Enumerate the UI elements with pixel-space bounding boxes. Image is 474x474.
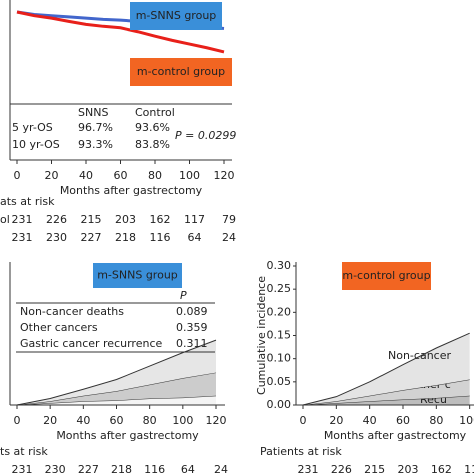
table-cell: 0.359	[176, 321, 208, 334]
y-axis-label: Cumulative incidence	[255, 276, 268, 395]
risk-count: 231	[12, 463, 33, 474]
risk-count: 218	[115, 231, 136, 244]
risk-count: 116	[144, 463, 165, 474]
x-tick-label: 20	[43, 414, 57, 427]
table-header: SNNS	[78, 106, 108, 119]
y-tick-label: 0.00	[267, 398, 292, 411]
legend-box	[130, 2, 222, 30]
y-tick-label: 0.25	[267, 282, 292, 295]
x-tick-label: 120	[214, 169, 235, 182]
risk-count: 79	[222, 213, 236, 226]
table-header: P	[180, 289, 187, 302]
x-tick-label: 40	[363, 414, 377, 427]
x-tick-label: 40	[76, 414, 90, 427]
x-tick-label: 100	[459, 414, 474, 427]
x-tick-label: 100	[172, 414, 193, 427]
chart-title: m-control group	[342, 269, 430, 282]
x-tick-label: 40	[79, 169, 93, 182]
table-cell: 0.089	[176, 305, 208, 318]
x-tick-label: 0	[300, 414, 307, 427]
x-tick-label: 120	[206, 414, 227, 427]
band-fill	[17, 372, 216, 405]
table-cell: 96.7%	[78, 121, 113, 134]
y-tick-label: 0.30	[267, 259, 292, 272]
survival-line	[16, 10, 225, 54]
x-tick-label: 100	[179, 169, 200, 182]
series-label: Non-cancer	[388, 349, 451, 362]
risk-count: 230	[46, 231, 67, 244]
row-label: 5 yr-OS	[12, 121, 53, 134]
table-cell: 93.6%	[135, 121, 170, 134]
x-tick-label: 0	[14, 414, 21, 427]
x-tick-label: 20	[329, 414, 343, 427]
x-tick-label: 80	[429, 414, 443, 427]
table-cell: 93.3%	[78, 138, 113, 151]
risk-count: 24	[214, 463, 228, 474]
row-label: Other cancers	[20, 321, 98, 334]
risk-title: ts at risk	[0, 445, 48, 458]
legend-box	[130, 58, 232, 86]
risk-count: 227	[81, 231, 102, 244]
risk-count: 226	[46, 213, 67, 226]
risk-count: 215	[364, 463, 385, 474]
risk-count: 218	[111, 463, 132, 474]
legend-label: m-control group	[137, 65, 225, 78]
p-value: P = 0.0299	[175, 129, 236, 142]
table-cell: 83.8%	[135, 138, 170, 151]
risk-count: 162	[431, 463, 452, 474]
risk-count: 203	[115, 213, 136, 226]
risk-count: 64	[188, 231, 202, 244]
risk-count: 231	[298, 463, 319, 474]
x-tick-label: 0	[14, 169, 21, 182]
risk-count: 117	[464, 463, 474, 474]
risk-count: 64	[181, 463, 195, 474]
risk-count: 227	[78, 463, 99, 474]
x-tick-label: 60	[110, 414, 124, 427]
risk-count: 230	[45, 463, 66, 474]
risk-row-label: ol	[0, 213, 10, 226]
title-box	[93, 263, 182, 288]
table-cell: 0.311	[176, 337, 208, 350]
band-fill	[303, 333, 470, 405]
x-axis-label: Months after gastrectomy	[324, 429, 467, 442]
band-edge	[302, 332, 470, 406]
table-header: Control	[135, 106, 175, 119]
x-axis-label: Months after gastrectomy	[60, 184, 203, 197]
risk-count: 203	[398, 463, 419, 474]
y-tick-label: 0.20	[267, 305, 292, 318]
y-tick-label: 0.10	[267, 352, 292, 365]
legend-label: m-SNNS group	[136, 9, 217, 22]
title-box	[342, 262, 431, 290]
x-axis-label: Months after gastrectomy	[56, 429, 199, 442]
risk-count: 226	[331, 463, 352, 474]
band-fill	[303, 379, 470, 405]
x-tick-label: 20	[45, 169, 59, 182]
row-label: Non-cancer deaths	[20, 305, 124, 318]
x-tick-label: 80	[148, 169, 162, 182]
risk-count: 231	[12, 213, 33, 226]
row-label: Gastric cancer recurrence	[20, 337, 162, 350]
y-tick-label: 0.15	[267, 329, 292, 342]
risk-count: 117	[184, 213, 205, 226]
risk-count: 231	[12, 231, 33, 244]
x-tick-label: 60	[396, 414, 410, 427]
x-tick-label: 80	[143, 414, 157, 427]
risk-title: Patients at risk	[260, 445, 342, 458]
band-fill	[17, 340, 216, 405]
risk-count: 162	[150, 213, 171, 226]
risk-count: 116	[150, 231, 171, 244]
risk-title: ats at risk	[0, 195, 55, 208]
x-tick-label: 60	[114, 169, 128, 182]
risk-count: 215	[81, 213, 102, 226]
row-label: 10 yr-OS	[12, 138, 60, 151]
risk-count: 24	[222, 231, 236, 244]
chart-title: m-SNNS group	[97, 269, 178, 282]
y-tick-label: 0.05	[267, 375, 292, 388]
band-edge	[16, 339, 217, 406]
